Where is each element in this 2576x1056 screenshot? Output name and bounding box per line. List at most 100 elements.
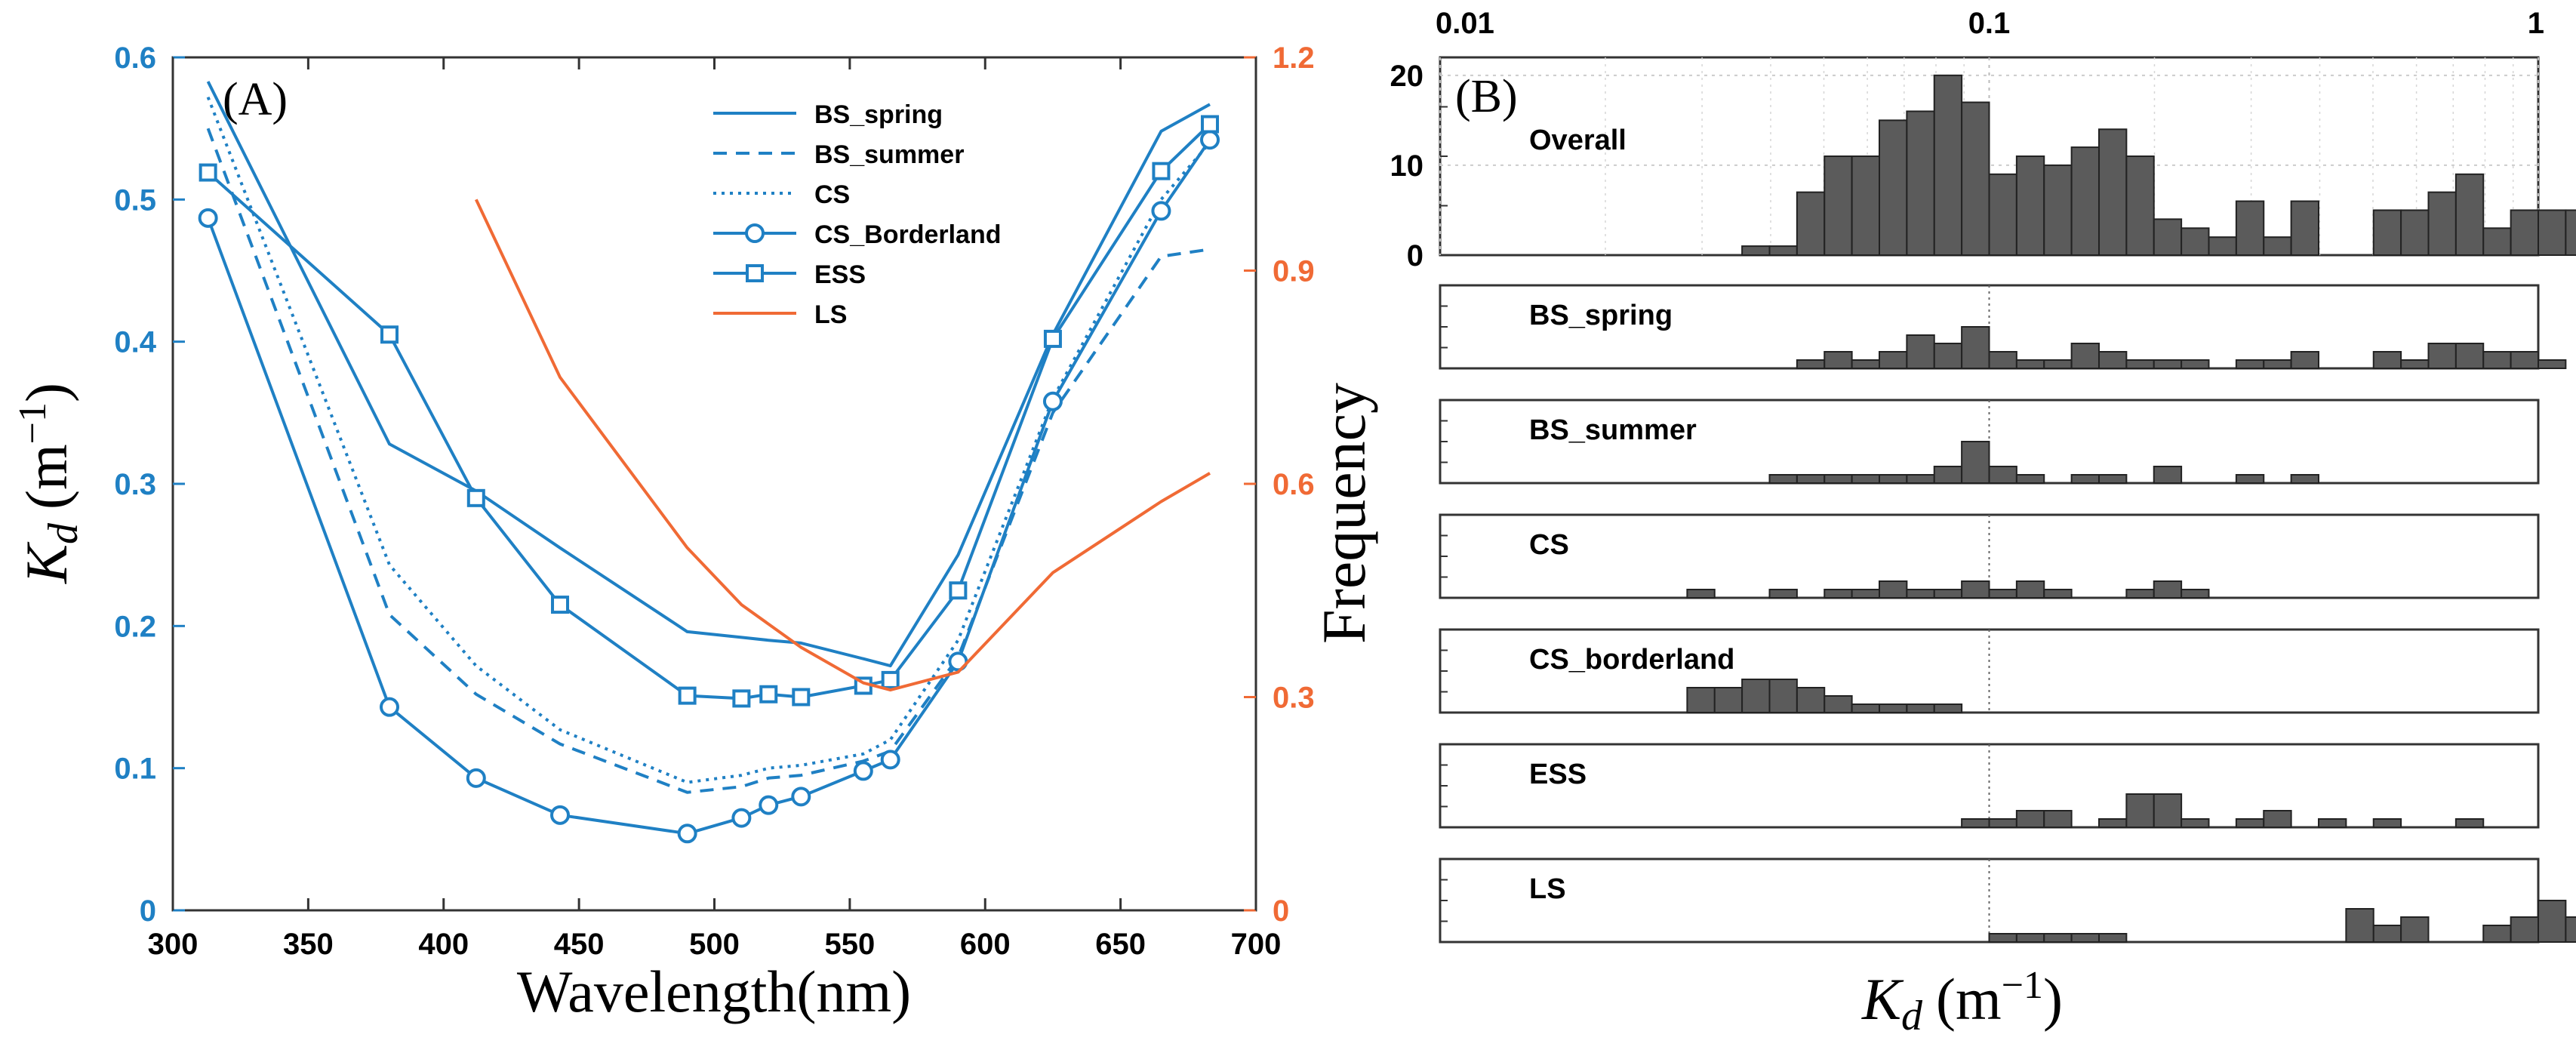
subpanel-BS_summer: BS_summer	[1439, 399, 2540, 485]
legend-label-ESS: ESS	[814, 260, 866, 289]
bar-LS	[2098, 933, 2128, 943]
ylabel-k: K	[14, 541, 79, 584]
bar-BS_summer	[1906, 474, 1935, 484]
bar-Overall	[2070, 146, 2100, 256]
bar-Overall	[2153, 218, 2183, 257]
xlabel-sub: d	[1901, 993, 1923, 1039]
bar-LS	[2372, 925, 2402, 943]
bar-BS_spring	[1879, 351, 1908, 369]
series-line-CS	[206, 96, 1211, 784]
bar-BS_spring	[2482, 351, 2512, 369]
bar-BS_spring	[2043, 359, 2073, 369]
svg-text:Kd(m−1): Kd (m−1)	[1861, 964, 2063, 1039]
panel-a-label: (A)	[223, 74, 288, 125]
panel-b: 0.01 0.1 1 Overall 0 10 20 BS_spring BS_summer C…	[1310, 7, 2576, 1039]
bar-BS_spring	[1824, 351, 1853, 369]
subpanel-label-BS_spring: BS_spring	[1529, 300, 1673, 331]
top-tick-label: 1	[2528, 7, 2544, 40]
bar-BS_summer	[1768, 474, 1798, 484]
bar-CS	[1768, 589, 1798, 599]
y-right-tick-label: 1.2	[1273, 42, 1315, 75]
y-left-tick-label: 0.5	[114, 183, 156, 217]
bar-BS_summer	[1879, 474, 1908, 484]
bar-LS	[2510, 916, 2539, 943]
legend-label-BS_summer: BS_summer	[814, 140, 964, 169]
subpanel-label-Overall: Overall	[1529, 125, 1627, 156]
x-tick-label: 300	[148, 928, 199, 961]
bar-ESS	[2098, 818, 2128, 828]
series-line-LS	[474, 199, 1211, 692]
marker-circle	[550, 805, 571, 825]
y-left-tick-label: 0	[140, 894, 156, 928]
panel-b-xlabel: Kd (m−1)	[1861, 964, 2063, 1039]
marker-circle	[380, 697, 399, 717]
y-tick-label: 0	[1407, 239, 1423, 272]
panel-a-x-ticks: 300 350 400 450 500 550 600 650 700	[148, 57, 1282, 961]
bar-BS_spring	[2235, 359, 2265, 369]
bar-BS_summer	[1961, 441, 1990, 484]
xlabel-k: K	[1861, 966, 1904, 1032]
bar-BS_spring	[2263, 359, 2292, 369]
bar-Overall	[1796, 191, 1826, 257]
bar-BS_spring	[2153, 359, 2183, 369]
y-right-tick-label: 0.6	[1273, 468, 1315, 501]
bar-CS_borderland	[1906, 703, 1935, 713]
bar-BS_spring	[2181, 359, 2210, 369]
bar-BS_spring	[1906, 334, 1935, 369]
bar-ESS	[2015, 810, 2045, 828]
y-left-tick-label: 0.3	[114, 468, 156, 501]
bar-CS_borderland	[1741, 679, 1771, 713]
legend-label-LS: LS	[814, 300, 847, 329]
series-line-BS_spring	[206, 81, 1211, 668]
marker-circle	[1151, 201, 1171, 221]
bar-BS_summer	[2235, 474, 2265, 484]
bar-BS_summer	[2098, 474, 2128, 484]
panel-a-axes-frame	[171, 56, 1257, 912]
marker-square	[881, 670, 900, 689]
x-tick-label: 550	[825, 928, 876, 961]
bar-CS	[2181, 589, 2210, 599]
bar-BS_spring	[2098, 351, 2128, 369]
bar-CS	[1933, 589, 1963, 599]
marker-square	[792, 688, 811, 707]
bar-LS	[2043, 933, 2073, 943]
marker-circle	[731, 808, 752, 828]
bar-Overall	[1768, 245, 1798, 257]
bar-BS_spring	[1851, 359, 1880, 369]
bar-BS_summer	[1988, 466, 2017, 484]
bar-BS_spring	[2015, 359, 2045, 369]
bar-ESS	[2125, 793, 2155, 828]
bar-CS	[1988, 589, 2017, 599]
subpanel-ESS: ESS	[1439, 743, 2540, 829]
panel-b-subpanels: Overall 0 10 20 BS_spring BS_summer CS CS_borde…	[1390, 56, 2576, 944]
bar-BS_summer	[1933, 466, 1963, 484]
bar-CS	[2125, 589, 2155, 599]
subpanel-label-LS: LS	[1529, 873, 1566, 905]
bar-BS_spring	[2427, 343, 2457, 369]
subpanel-Overall: Overall 0 10 20	[1390, 56, 2576, 272]
bar-Overall	[2372, 209, 2402, 257]
bar-Overall	[1824, 155, 1853, 256]
y-left-tick-label: 0.1	[114, 753, 156, 786]
top-tick-label: 0.01	[1436, 7, 1494, 40]
subpanel-label-ESS: ESS	[1529, 759, 1587, 790]
bar-CS_borderland	[1933, 703, 1963, 713]
bar-BS_summer	[2153, 466, 2183, 484]
x-tick-label: 450	[554, 928, 605, 961]
svg-text:Kd(m−1): Kd (m−1)	[11, 383, 87, 584]
bar-LS	[2565, 916, 2576, 943]
bar-Overall	[2290, 200, 2319, 256]
bar-BS_summer	[2015, 474, 2045, 484]
bar-Overall	[2098, 128, 2128, 256]
legend-marker	[746, 264, 764, 282]
bar-ESS	[1988, 818, 2017, 828]
marker-square	[949, 581, 968, 600]
bar-BS_summer	[1824, 474, 1853, 484]
bar-BS_spring	[2510, 351, 2539, 369]
legend-label-BS_spring: BS_spring	[814, 100, 943, 129]
series-line-BS_summer	[206, 128, 1211, 794]
subpanel-LS: LS	[1439, 857, 2576, 944]
panel-a-xlabel: Wavelength(nm)	[517, 959, 911, 1024]
x-tick-label: 700	[1231, 928, 1282, 961]
bar-Overall	[1988, 173, 2017, 256]
